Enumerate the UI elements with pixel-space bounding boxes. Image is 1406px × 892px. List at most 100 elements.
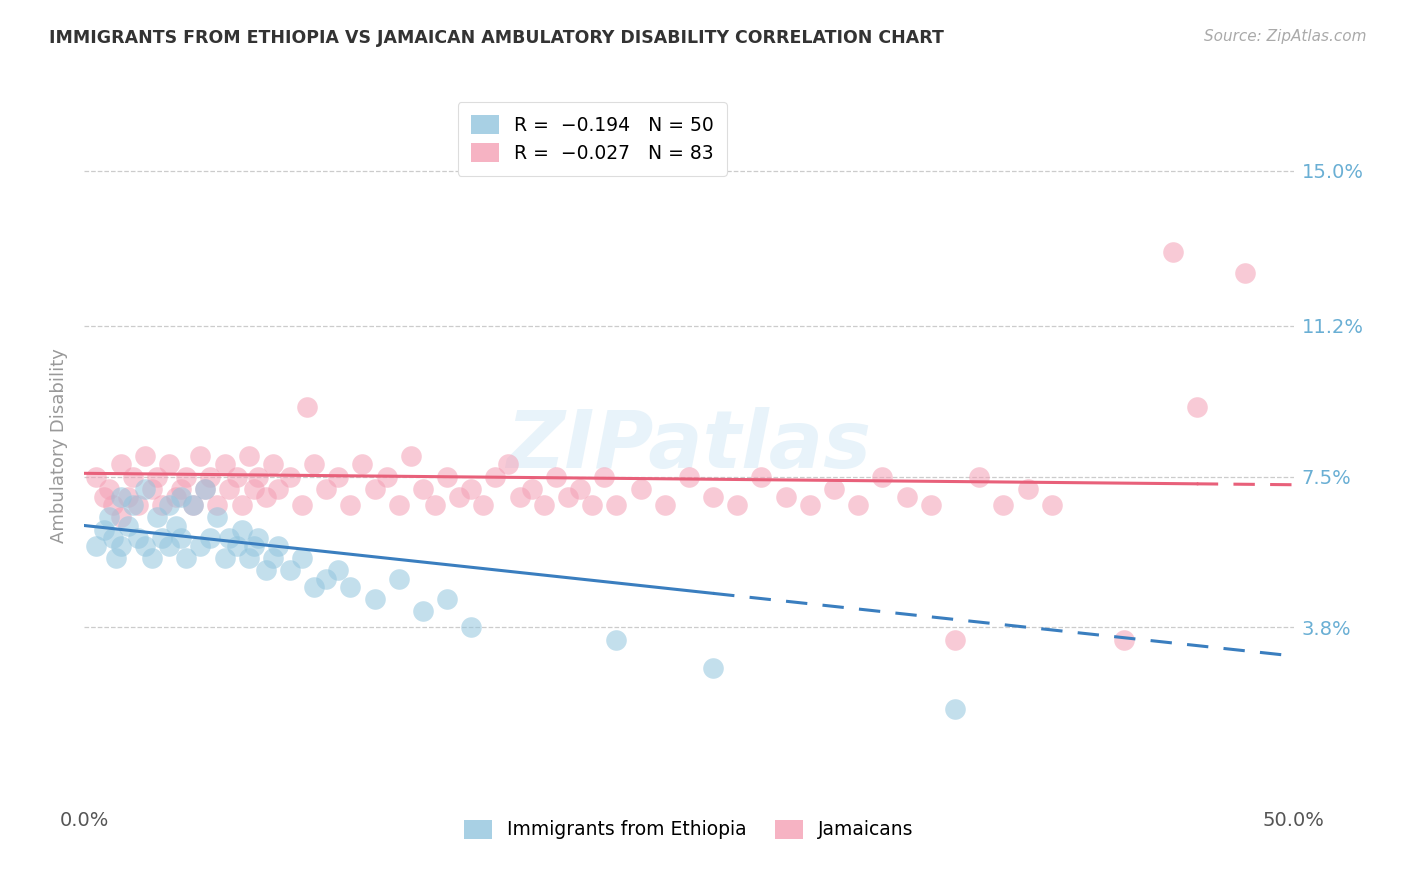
Point — [231, 523, 253, 537]
Text: Source: ZipAtlas.com: Source: ZipAtlas.com — [1204, 29, 1367, 44]
Point — [198, 531, 221, 545]
Point — [181, 498, 204, 512]
Point — [103, 498, 125, 512]
Point — [460, 620, 482, 634]
Point — [533, 498, 555, 512]
Point — [117, 518, 139, 533]
Point — [509, 490, 531, 504]
Point — [605, 498, 627, 512]
Point — [1114, 632, 1136, 647]
Point — [775, 490, 797, 504]
Point — [157, 498, 180, 512]
Point — [1161, 245, 1184, 260]
Point — [194, 482, 217, 496]
Point — [388, 572, 411, 586]
Point — [134, 482, 156, 496]
Point — [242, 482, 264, 496]
Point — [1017, 482, 1039, 496]
Point — [725, 498, 748, 512]
Point — [896, 490, 918, 504]
Point — [267, 539, 290, 553]
Point — [93, 490, 115, 504]
Point — [484, 469, 506, 483]
Point — [496, 458, 519, 472]
Point — [194, 482, 217, 496]
Text: IMMIGRANTS FROM ETHIOPIA VS JAMAICAN AMBULATORY DISABILITY CORRELATION CHART: IMMIGRANTS FROM ETHIOPIA VS JAMAICAN AMB… — [49, 29, 943, 46]
Point — [134, 449, 156, 463]
Point — [412, 604, 434, 618]
Text: ZIPatlas: ZIPatlas — [506, 407, 872, 485]
Point — [943, 702, 966, 716]
Point — [174, 469, 197, 483]
Point — [218, 531, 240, 545]
Point — [170, 490, 193, 504]
Point — [872, 469, 894, 483]
Point — [412, 482, 434, 496]
Point — [157, 458, 180, 472]
Point — [339, 498, 361, 512]
Point — [295, 401, 318, 415]
Point — [375, 469, 398, 483]
Point — [460, 482, 482, 496]
Point — [127, 498, 149, 512]
Point — [399, 449, 422, 463]
Point — [165, 490, 187, 504]
Point — [291, 498, 314, 512]
Point — [678, 469, 700, 483]
Point — [339, 580, 361, 594]
Point — [605, 632, 627, 647]
Point — [436, 469, 458, 483]
Point — [630, 482, 652, 496]
Point — [165, 518, 187, 533]
Point — [121, 469, 143, 483]
Point — [302, 458, 325, 472]
Point — [943, 632, 966, 647]
Point — [846, 498, 869, 512]
Point — [254, 490, 277, 504]
Point — [190, 449, 212, 463]
Point — [328, 563, 350, 577]
Point — [141, 551, 163, 566]
Point — [170, 531, 193, 545]
Point — [302, 580, 325, 594]
Point — [993, 498, 1015, 512]
Point — [472, 498, 495, 512]
Point — [198, 469, 221, 483]
Point — [967, 469, 990, 483]
Point — [436, 591, 458, 606]
Point — [86, 539, 108, 553]
Point — [86, 469, 108, 483]
Point — [363, 482, 385, 496]
Point — [218, 482, 240, 496]
Point — [103, 531, 125, 545]
Point — [170, 482, 193, 496]
Point — [127, 531, 149, 545]
Point — [581, 498, 603, 512]
Point — [654, 498, 676, 512]
Point — [388, 498, 411, 512]
Y-axis label: Ambulatory Disability: Ambulatory Disability — [51, 349, 69, 543]
Point — [207, 498, 229, 512]
Point — [520, 482, 543, 496]
Point — [569, 482, 592, 496]
Point — [214, 551, 236, 566]
Point — [449, 490, 471, 504]
Point — [134, 539, 156, 553]
Point — [174, 551, 197, 566]
Point — [225, 469, 247, 483]
Point — [110, 510, 132, 524]
Point — [104, 551, 127, 566]
Point — [702, 490, 724, 504]
Point — [97, 482, 120, 496]
Point — [254, 563, 277, 577]
Point — [267, 482, 290, 496]
Point — [1040, 498, 1063, 512]
Point — [1185, 401, 1208, 415]
Point — [262, 551, 284, 566]
Legend: Immigrants from Ethiopia, Jamaicans: Immigrants from Ethiopia, Jamaicans — [457, 812, 921, 847]
Point — [150, 498, 173, 512]
Point — [117, 490, 139, 504]
Point — [242, 539, 264, 553]
Point — [110, 458, 132, 472]
Point — [920, 498, 942, 512]
